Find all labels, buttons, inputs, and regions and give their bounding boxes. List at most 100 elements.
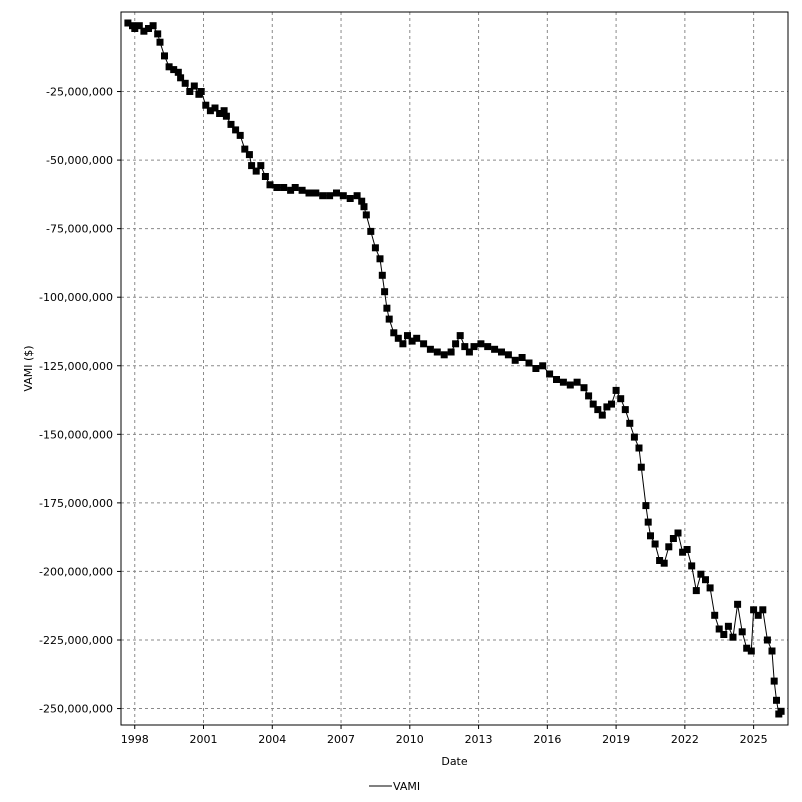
data-point-marker [346, 195, 354, 202]
data-point-marker [149, 22, 157, 30]
data-point-marker [461, 343, 469, 351]
data-point-marker [298, 186, 306, 194]
data-point-marker [603, 403, 611, 411]
y-tick-label: -100,000,000 [39, 291, 113, 304]
data-point-marker [525, 359, 533, 367]
x-tick-label: 2010 [396, 733, 424, 746]
data-point-marker [135, 22, 143, 30]
data-point-marker [227, 120, 235, 128]
data-point-marker [358, 197, 366, 205]
data-point-marker [156, 38, 164, 46]
data-point-marker [420, 340, 428, 348]
data-point-marker [763, 636, 771, 644]
data-point-marker [186, 88, 194, 95]
data-point-marker [491, 345, 499, 353]
data-point-marker [232, 126, 240, 134]
data-point-marker [220, 107, 228, 115]
data-point-marker [202, 101, 210, 109]
data-point-marker [720, 631, 728, 638]
data-point-marker [257, 162, 265, 170]
data-point-marker [399, 340, 407, 348]
data-point-marker [376, 255, 384, 263]
data-point-marker [287, 186, 295, 194]
data-point-marker [759, 606, 767, 614]
y-tick-label: -225,000,000 [39, 634, 113, 647]
data-point-marker [621, 406, 629, 414]
data-point-marker [612, 386, 620, 394]
data-point-marker [660, 559, 668, 567]
series-markers-vami [124, 19, 785, 718]
data-point-marker [381, 288, 389, 296]
data-point-marker [174, 68, 182, 76]
data-point-marker [245, 151, 253, 159]
data-point-marker [734, 600, 742, 608]
data-point-marker [750, 606, 758, 614]
data-point-marker [211, 104, 219, 112]
x-tick-label: 2007 [327, 733, 355, 746]
data-point-marker [339, 192, 347, 200]
data-point-marker [161, 52, 168, 60]
data-point-marker [390, 329, 398, 337]
data-point-marker [353, 192, 361, 200]
data-point-marker [585, 392, 593, 400]
data-point-marker [305, 189, 313, 197]
y-tick-label: -200,000,000 [39, 565, 113, 578]
data-point-marker [773, 696, 780, 704]
data-point-marker [715, 625, 723, 633]
data-point-marker [371, 244, 379, 252]
data-point-marker [413, 334, 421, 342]
data-point-marker [273, 184, 281, 191]
data-point-marker [754, 611, 762, 619]
data-point-marker [747, 647, 755, 655]
data-point-marker [532, 365, 540, 372]
data-point-marker [266, 181, 274, 189]
data-point-marker [688, 562, 696, 570]
legend-label-vami: VAMI [393, 780, 420, 793]
data-point-marker [539, 362, 547, 370]
data-point-marker [124, 19, 132, 27]
data-point-marker [683, 546, 691, 553]
data-point-marker [711, 611, 719, 619]
data-point-marker [642, 502, 650, 510]
y-tick-label: -50,000,000 [46, 154, 113, 167]
data-point-marker [326, 192, 334, 200]
data-point-marker [131, 25, 139, 32]
data-point-marker [197, 88, 205, 95]
data-point-marker [738, 628, 746, 636]
x-tick-label: 2013 [465, 733, 493, 746]
y-axis-title: VAMI ($) [22, 345, 35, 391]
data-point-marker [674, 529, 682, 537]
data-point-marker [553, 376, 560, 383]
data-point-marker [594, 406, 602, 414]
data-point-marker [656, 557, 664, 564]
data-point-marker [170, 66, 178, 74]
data-point-marker [724, 622, 732, 630]
data-point-marker [518, 354, 526, 361]
y-axis-ticks: -250,000,000 -225,000,000 -200,000,000 -175… [39, 86, 121, 716]
data-point-marker [580, 384, 588, 392]
data-point-marker [145, 25, 152, 32]
data-point-marker [190, 82, 198, 90]
data-point-marker [498, 348, 505, 356]
data-point-marker [465, 348, 473, 356]
data-point-marker [665, 543, 673, 551]
data-point-marker [573, 378, 581, 386]
data-point-marker [651, 540, 659, 548]
data-point-marker [385, 315, 393, 323]
x-axis-ticks: 1998 2001 2004 2007 2010 2013 2016 2019 2022 2025 [121, 725, 768, 746]
y-tick-label: -75,000,000 [46, 223, 113, 236]
data-point-marker [770, 677, 778, 685]
data-point-marker [647, 532, 654, 540]
x-axis-title: Date [441, 755, 468, 768]
data-point-marker [206, 107, 214, 115]
data-point-marker [559, 378, 567, 386]
data-point-marker [154, 30, 162, 38]
data-point-marker [452, 340, 460, 348]
data-point-marker [679, 548, 687, 556]
data-point-marker [456, 332, 464, 340]
data-point-marker [252, 167, 260, 175]
data-point-marker [312, 189, 320, 197]
data-point-marker [408, 337, 416, 345]
data-point-marker [669, 535, 677, 542]
data-point-marker [222, 112, 230, 120]
